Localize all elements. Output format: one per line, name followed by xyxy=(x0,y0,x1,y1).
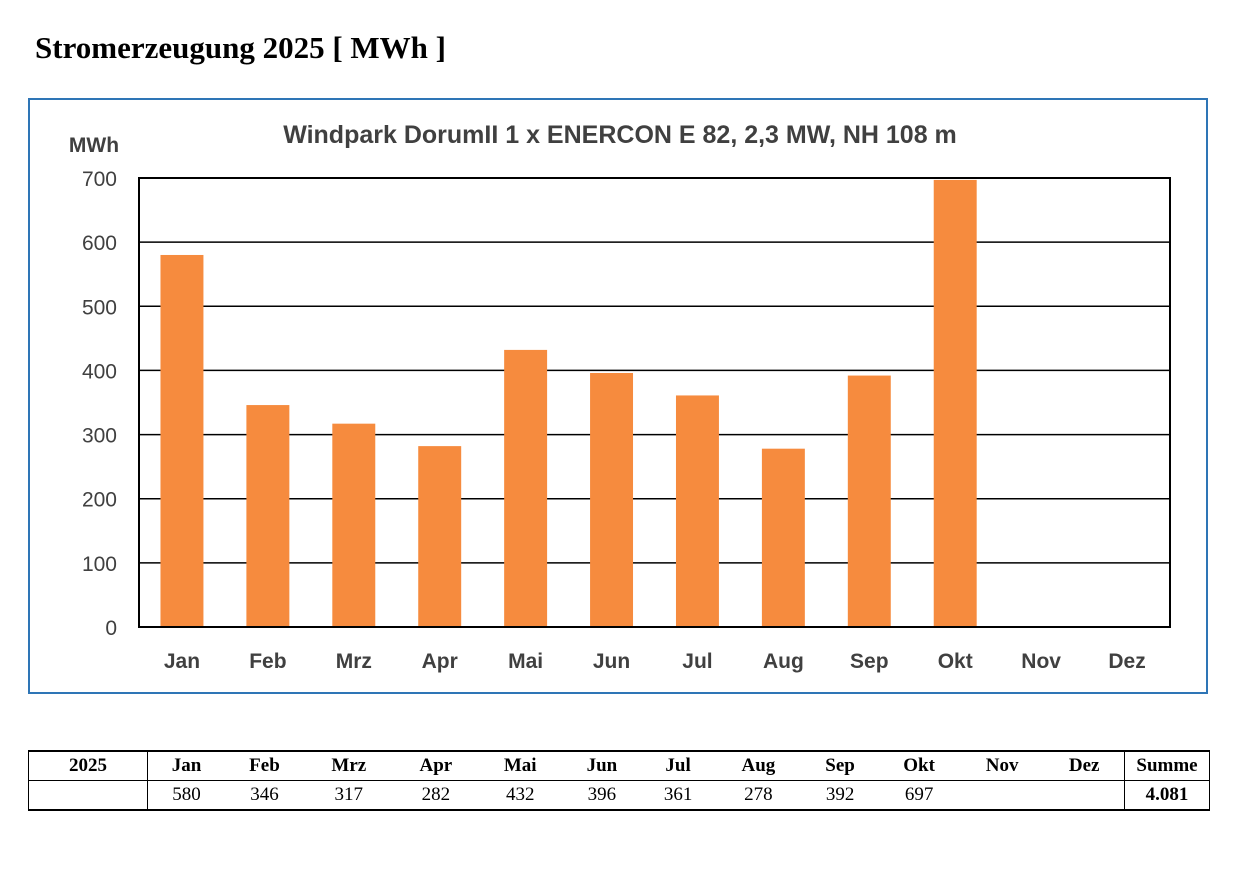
y-tick-label: 700 xyxy=(82,168,117,191)
bar-jul xyxy=(675,395,719,627)
bar-jun xyxy=(590,372,634,627)
month-value-cell: 580 xyxy=(147,780,226,811)
x-tick-label: Dez xyxy=(1108,650,1145,673)
sum-header-cell: Summe xyxy=(1124,750,1210,781)
x-tick-label: Jul xyxy=(682,650,712,673)
x-tick-label: Jun xyxy=(593,650,630,673)
month-value-cell xyxy=(959,780,1045,811)
page-title: Stromerzeugung 2025 [ MWh ] xyxy=(35,30,446,65)
month-value-cell: 697 xyxy=(878,780,960,811)
x-tick-labels: Jan Feb Mrz Apr Mai Jun Jul Aug Sep Okt Nov Dez xyxy=(164,650,1146,673)
month-header-cell: Jul xyxy=(641,750,715,781)
table-values-row: 580 346 317 282 432 396 361 278 392 697 4.081 xyxy=(28,780,1210,811)
data-table: 2025 Jan Feb Mrz Apr Mai Jun Jul Aug Sep Okt Nov De… xyxy=(28,750,1210,811)
month-value-cell: 282 xyxy=(393,780,479,811)
month-header-cell: Mrz xyxy=(303,750,394,781)
x-tick-label: Okt xyxy=(938,650,973,673)
x-tick-label: Jan xyxy=(164,650,200,673)
month-header-cell: Apr xyxy=(393,750,479,781)
month-value-cell: 392 xyxy=(801,780,879,811)
month-value-cell: 396 xyxy=(562,780,642,811)
bar-jan xyxy=(160,254,204,627)
month-header-cell: Aug xyxy=(714,750,802,781)
month-value-cell: 317 xyxy=(303,780,394,811)
month-header-cell: Sep xyxy=(801,750,879,781)
month-header-cell: Jun xyxy=(562,750,642,781)
x-tick-label: Aug xyxy=(763,650,804,673)
y-tick-label: 200 xyxy=(82,489,117,512)
sum-value-cell: 4.081 xyxy=(1124,780,1210,811)
y-tick-label: 400 xyxy=(82,360,117,383)
bar-okt xyxy=(933,179,977,627)
bar-mai xyxy=(504,349,548,627)
x-tick-label: Nov xyxy=(1021,650,1061,673)
month-header-cell: Okt xyxy=(878,750,960,781)
month-value-cell: 361 xyxy=(641,780,715,811)
bar-aug xyxy=(761,448,805,627)
y-axis-label: MWh xyxy=(69,134,119,157)
bars xyxy=(160,179,977,627)
y-tick-label: 0 xyxy=(105,617,117,640)
x-tick-label: Apr xyxy=(422,650,458,673)
bar-apr xyxy=(418,446,462,627)
month-header-cell: Feb xyxy=(225,750,304,781)
x-tick-label: Mrz xyxy=(336,650,372,673)
bar-feb xyxy=(246,405,290,627)
chart-title: Windpark DorumII 1 x ENERCON E 82, 2,3 M… xyxy=(283,121,957,149)
y-tick-label: 500 xyxy=(82,296,117,319)
x-tick-label: Mai xyxy=(508,650,543,673)
x-tick-label: Feb xyxy=(249,650,286,673)
bar-sep xyxy=(847,375,891,627)
bar-mrz xyxy=(332,423,376,627)
year-empty-cell xyxy=(28,780,148,811)
month-header-cell: Dez xyxy=(1044,750,1125,781)
year-cell: 2025 xyxy=(28,750,148,781)
month-value-cell: 346 xyxy=(225,780,304,811)
month-value-cell: 432 xyxy=(478,780,563,811)
month-header-cell: Jan xyxy=(147,750,226,781)
y-tick-label: 600 xyxy=(82,232,117,255)
month-value-cell xyxy=(1044,780,1125,811)
chart-frame: Windpark DorumII 1 x ENERCON E 82, 2,3 M… xyxy=(28,98,1208,694)
month-header-cell: Mai xyxy=(478,750,563,781)
bar-chart: Windpark DorumII 1 x ENERCON E 82, 2,3 M… xyxy=(69,121,1171,673)
x-tick-label: Sep xyxy=(850,650,889,673)
month-header-cell: Nov xyxy=(959,750,1045,781)
y-tick-label: 100 xyxy=(82,553,117,576)
y-tick-labels: 0 100 200 300 400 500 600 700 xyxy=(82,168,117,640)
month-value-cell: 278 xyxy=(714,780,802,811)
table-header-row: 2025 Jan Feb Mrz Apr Mai Jun Jul Aug Sep Okt Nov De… xyxy=(28,750,1210,781)
plot-area-border xyxy=(138,177,1171,628)
gridlines xyxy=(139,177,1170,628)
y-tick-label: 300 xyxy=(82,425,117,448)
